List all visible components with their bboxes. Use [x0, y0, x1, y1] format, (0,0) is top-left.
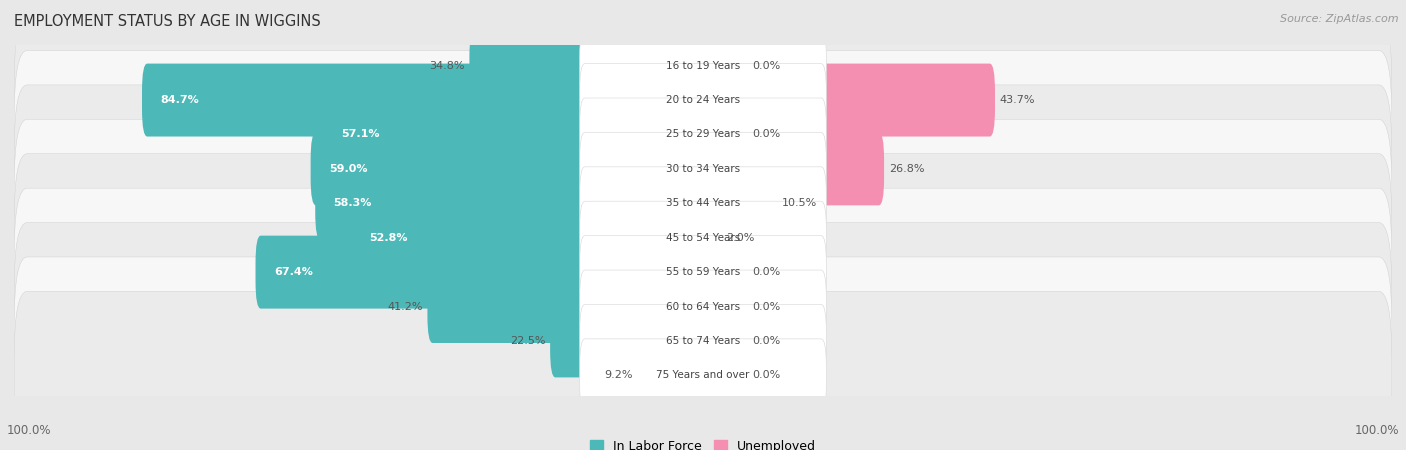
- FancyBboxPatch shape: [14, 16, 1392, 184]
- Legend: In Labor Force, Unemployed: In Labor Force, Unemployed: [591, 440, 815, 450]
- FancyBboxPatch shape: [697, 167, 778, 240]
- Text: 75 Years and over: 75 Years and over: [657, 370, 749, 380]
- Text: 84.7%: 84.7%: [160, 95, 200, 105]
- FancyBboxPatch shape: [14, 0, 1392, 149]
- Text: 30 to 34 Years: 30 to 34 Years: [666, 164, 740, 174]
- Text: 34.8%: 34.8%: [429, 61, 465, 71]
- FancyBboxPatch shape: [579, 305, 827, 378]
- Text: 65 to 74 Years: 65 to 74 Years: [666, 336, 740, 346]
- Text: 100.0%: 100.0%: [7, 423, 52, 436]
- Text: 25 to 29 Years: 25 to 29 Years: [666, 130, 740, 140]
- FancyBboxPatch shape: [579, 29, 827, 102]
- Text: EMPLOYMENT STATUS BY AGE IN WIGGINS: EMPLOYMENT STATUS BY AGE IN WIGGINS: [14, 14, 321, 28]
- FancyBboxPatch shape: [579, 132, 827, 205]
- FancyBboxPatch shape: [579, 236, 827, 309]
- FancyBboxPatch shape: [14, 154, 1392, 322]
- Text: 58.3%: 58.3%: [333, 198, 373, 208]
- Text: 59.0%: 59.0%: [329, 164, 367, 174]
- FancyBboxPatch shape: [579, 63, 827, 136]
- FancyBboxPatch shape: [697, 339, 748, 412]
- Text: 67.4%: 67.4%: [274, 267, 312, 277]
- Text: 45 to 54 Years: 45 to 54 Years: [666, 233, 740, 243]
- FancyBboxPatch shape: [14, 50, 1392, 218]
- Text: 57.1%: 57.1%: [342, 130, 380, 140]
- FancyBboxPatch shape: [14, 188, 1392, 356]
- Text: 0.0%: 0.0%: [752, 336, 780, 346]
- Text: 2.0%: 2.0%: [725, 233, 755, 243]
- Text: 52.8%: 52.8%: [370, 233, 408, 243]
- Text: 55 to 59 Years: 55 to 59 Years: [666, 267, 740, 277]
- FancyBboxPatch shape: [352, 201, 709, 274]
- Text: 16 to 19 Years: 16 to 19 Years: [666, 61, 740, 71]
- FancyBboxPatch shape: [14, 257, 1392, 425]
- FancyBboxPatch shape: [579, 201, 827, 274]
- Text: 26.8%: 26.8%: [889, 164, 924, 174]
- FancyBboxPatch shape: [579, 270, 827, 343]
- Text: 22.5%: 22.5%: [510, 336, 546, 346]
- FancyBboxPatch shape: [697, 132, 884, 205]
- FancyBboxPatch shape: [579, 98, 827, 171]
- FancyBboxPatch shape: [697, 201, 721, 274]
- FancyBboxPatch shape: [142, 63, 709, 136]
- FancyBboxPatch shape: [14, 85, 1392, 253]
- Text: 41.2%: 41.2%: [387, 302, 423, 311]
- FancyBboxPatch shape: [637, 339, 709, 412]
- Text: 0.0%: 0.0%: [752, 61, 780, 71]
- FancyBboxPatch shape: [697, 270, 748, 343]
- FancyBboxPatch shape: [697, 98, 748, 171]
- FancyBboxPatch shape: [550, 305, 709, 378]
- Text: 60 to 64 Years: 60 to 64 Years: [666, 302, 740, 311]
- FancyBboxPatch shape: [697, 236, 748, 309]
- Text: 20 to 24 Years: 20 to 24 Years: [666, 95, 740, 105]
- Text: 43.7%: 43.7%: [1000, 95, 1035, 105]
- Text: 10.5%: 10.5%: [782, 198, 817, 208]
- FancyBboxPatch shape: [256, 236, 709, 309]
- FancyBboxPatch shape: [579, 339, 827, 412]
- FancyBboxPatch shape: [14, 292, 1392, 450]
- FancyBboxPatch shape: [427, 270, 709, 343]
- FancyBboxPatch shape: [697, 63, 995, 136]
- Text: 0.0%: 0.0%: [752, 130, 780, 140]
- FancyBboxPatch shape: [697, 305, 748, 378]
- FancyBboxPatch shape: [697, 29, 748, 102]
- FancyBboxPatch shape: [315, 167, 709, 240]
- Text: Source: ZipAtlas.com: Source: ZipAtlas.com: [1281, 14, 1399, 23]
- Text: 0.0%: 0.0%: [752, 267, 780, 277]
- Text: 9.2%: 9.2%: [605, 370, 633, 380]
- FancyBboxPatch shape: [579, 167, 827, 240]
- Text: 35 to 44 Years: 35 to 44 Years: [666, 198, 740, 208]
- FancyBboxPatch shape: [470, 29, 709, 102]
- FancyBboxPatch shape: [323, 98, 709, 171]
- FancyBboxPatch shape: [311, 132, 709, 205]
- FancyBboxPatch shape: [14, 119, 1392, 287]
- Text: 0.0%: 0.0%: [752, 302, 780, 311]
- Text: 100.0%: 100.0%: [1354, 423, 1399, 436]
- FancyBboxPatch shape: [14, 223, 1392, 391]
- Text: 0.0%: 0.0%: [752, 370, 780, 380]
